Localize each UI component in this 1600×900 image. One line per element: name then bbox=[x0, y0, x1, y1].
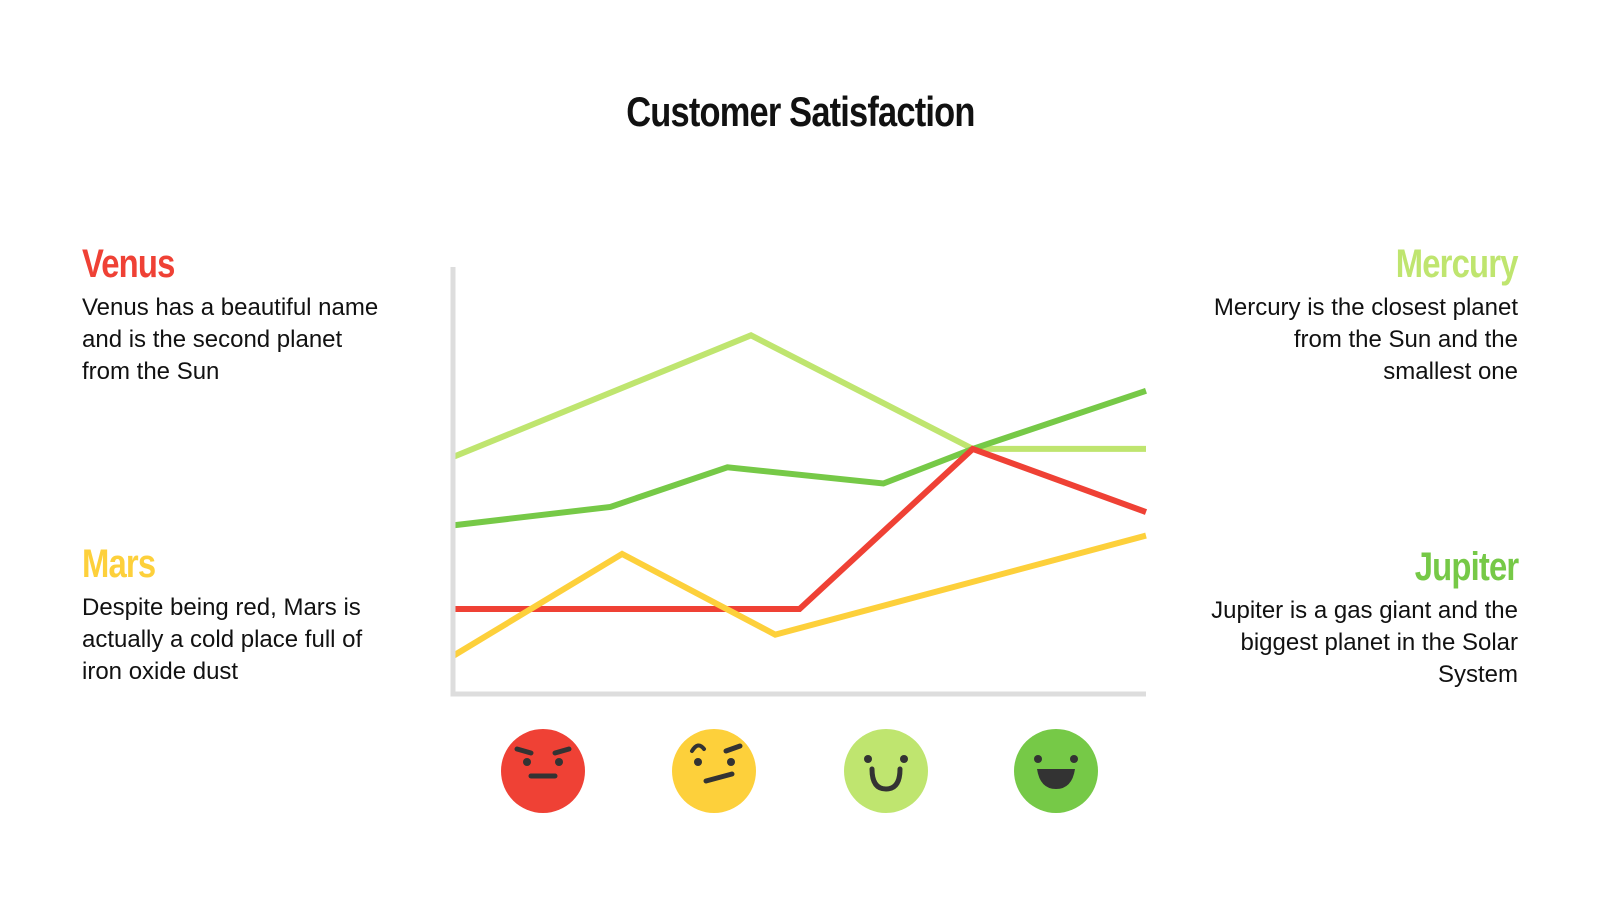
series-line-mercury bbox=[451, 332, 1146, 460]
page-title: Customer Satisfaction bbox=[625, 88, 975, 135]
series-line-venus bbox=[453, 445, 1148, 613]
mercury-text: Mercury is the closest planet from the S… bbox=[1213, 294, 1518, 385]
mars-block: Mars Despite being red, Mars is actually… bbox=[82, 540, 392, 688]
smiling-face-icon bbox=[844, 729, 928, 813]
grinning-face-icon bbox=[1014, 729, 1098, 813]
angry-face-icon bbox=[501, 729, 585, 813]
series-line-jupiter bbox=[452, 387, 1147, 529]
chart-axes bbox=[450, 267, 1146, 697]
venus-heading: Venus bbox=[82, 242, 175, 286]
mars-heading: Mars bbox=[82, 542, 156, 586]
venus-block: Venus Venus has a beautiful name and is … bbox=[82, 240, 392, 388]
jupiter-text: Jupiter is a gas giant and the biggest p… bbox=[1211, 597, 1518, 688]
mars-text: Despite being red, Mars is actually a co… bbox=[82, 594, 363, 685]
venus-text: Venus has a beautiful name and is the se… bbox=[82, 294, 379, 385]
series-line-mars bbox=[451, 532, 1147, 659]
mercury-heading: Mercury bbox=[1396, 242, 1519, 286]
jupiter-heading: Jupiter bbox=[1414, 545, 1518, 589]
mercury-block: Mercury Mercury is the closest planet fr… bbox=[1208, 240, 1519, 388]
jupiter-block: Jupiter Jupiter is a gas giant and the b… bbox=[1188, 543, 1519, 691]
skeptical-face-icon bbox=[672, 729, 756, 813]
